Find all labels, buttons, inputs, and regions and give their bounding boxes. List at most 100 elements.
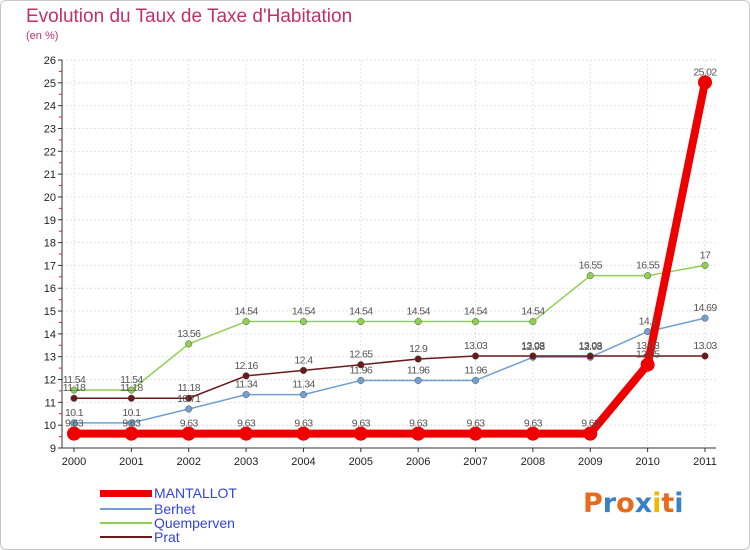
y-tick-label: 25 xyxy=(44,78,56,90)
chart-title: Evolution du Taux de Taxe d'Habitation xyxy=(26,6,353,27)
data-label: 14.54 xyxy=(349,306,373,318)
data-label: 12.16 xyxy=(234,360,258,372)
data-label: 12.4 xyxy=(294,354,313,366)
data-point xyxy=(242,391,250,399)
logo-letter: r xyxy=(602,488,617,519)
x-tick-label: 2004 xyxy=(291,456,315,468)
legend-item-quemperven: Quemperven xyxy=(100,515,235,531)
data-label: 13.56 xyxy=(177,328,201,340)
legend-swatch xyxy=(100,522,152,524)
data-label: 14.1 xyxy=(639,316,658,328)
data-label: 14.54 xyxy=(292,306,316,318)
data-point xyxy=(701,352,709,360)
data-label: 14.69 xyxy=(693,302,717,314)
data-label: 9.63 xyxy=(122,418,141,430)
data-label: 11.54 xyxy=(63,374,86,386)
data-label: 11.96 xyxy=(350,364,373,376)
data-point xyxy=(529,318,537,326)
data-point xyxy=(414,355,422,363)
data-label: 12.65 xyxy=(636,349,660,361)
y-tick-label: 17 xyxy=(44,260,56,272)
data-point xyxy=(357,361,365,369)
data-point xyxy=(640,357,655,372)
logo-letter: o xyxy=(616,488,635,519)
y-tick-label: 18 xyxy=(44,238,56,250)
data-label: 16.55 xyxy=(636,260,660,272)
legend-label: Berhet xyxy=(154,501,196,517)
data-label: 17 xyxy=(700,249,711,261)
data-point xyxy=(299,366,308,374)
data-point xyxy=(181,426,196,441)
y-tick-label: 13 xyxy=(44,352,56,364)
logo-letter: t xyxy=(661,488,675,519)
data-label: 12.65 xyxy=(349,349,373,361)
data-label: 13.03 xyxy=(579,340,603,352)
data-point xyxy=(70,386,78,394)
data-label: 11.96 xyxy=(407,364,430,376)
data-label: 9.63 xyxy=(65,418,84,430)
x-tick-label: 2011 xyxy=(693,456,717,468)
data-point xyxy=(701,261,709,269)
y-tick-label: 19 xyxy=(44,215,56,227)
data-label: 14.54 xyxy=(407,306,431,318)
y-tick-label: 9 xyxy=(50,443,56,455)
legend-item-mantallot: MANTALLOT xyxy=(100,485,237,501)
data-label: 25.02 xyxy=(693,66,717,78)
data-point xyxy=(127,386,135,394)
data-label: 11.96 xyxy=(464,364,487,376)
data-point xyxy=(357,318,365,326)
data-point xyxy=(299,318,308,326)
y-tick-label: 21 xyxy=(44,169,56,181)
x-tick-label: 2010 xyxy=(635,456,659,468)
data-label: 13.03 xyxy=(521,340,545,352)
y-tick-label: 10 xyxy=(44,420,56,432)
series-line-berhet xyxy=(73,317,706,424)
data-point xyxy=(698,75,712,90)
data-label: 11.18 xyxy=(63,382,86,394)
data-point xyxy=(701,314,709,322)
data-point xyxy=(411,426,426,441)
data-label: 11.34 xyxy=(235,379,258,391)
data-label: 12.98 xyxy=(579,341,603,353)
x-tick-label: 2002 xyxy=(176,456,200,468)
data-point xyxy=(185,394,193,402)
legend-swatch xyxy=(100,536,152,538)
data-point xyxy=(529,352,537,360)
data-label: 11.54 xyxy=(120,374,143,386)
legend-label: MANTALLOT xyxy=(154,485,237,501)
data-label: 9.63 xyxy=(467,418,486,430)
data-point xyxy=(471,376,480,384)
data-point xyxy=(471,318,480,326)
data-label: 10.1 xyxy=(122,407,141,419)
data-label: 12.9 xyxy=(409,343,428,355)
data-point xyxy=(353,426,368,441)
proxiti-logo: Proxiti xyxy=(583,488,684,519)
y-tick-label: 14 xyxy=(44,329,56,341)
data-point xyxy=(299,391,308,399)
data-label: 9.63 xyxy=(524,418,543,430)
y-tick-label: 26 xyxy=(44,55,56,67)
y-tick-label: 15 xyxy=(44,306,56,318)
data-point xyxy=(296,426,311,441)
data-point xyxy=(357,376,365,384)
data-label: 14.54 xyxy=(234,306,258,318)
data-label: 14.54 xyxy=(464,306,488,318)
data-point xyxy=(468,426,483,441)
data-point xyxy=(239,426,254,441)
data-label: 9.63 xyxy=(352,418,371,430)
data-label: 9.63 xyxy=(581,418,600,430)
data-label: 10.71 xyxy=(177,393,201,405)
legend-label: Prat xyxy=(154,529,180,545)
data-point xyxy=(644,272,652,280)
data-point xyxy=(127,394,135,402)
logo-letter: i xyxy=(674,488,684,519)
y-tick-label: 23 xyxy=(44,123,56,135)
data-label: 11.18 xyxy=(120,382,143,394)
data-point xyxy=(185,405,193,413)
data-point xyxy=(586,272,594,280)
chart-subtitle: (en %) xyxy=(26,30,59,42)
legend-swatch xyxy=(100,508,152,510)
data-label: 14.54 xyxy=(521,306,545,318)
logo-letter: i xyxy=(652,488,662,519)
